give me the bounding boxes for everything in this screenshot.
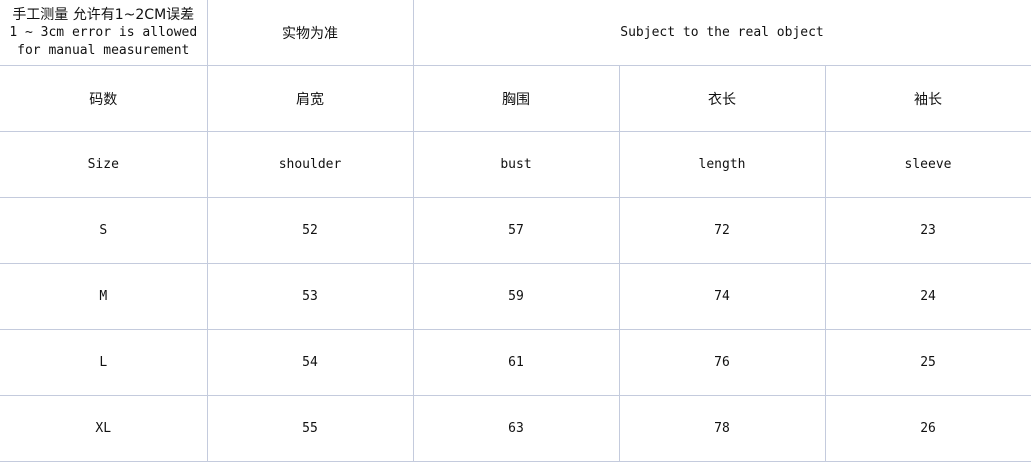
real-object-en: Subject to the real object [412,0,1031,66]
column-header-cn-row: 码数 肩宽 胸围 衣长 袖长 [0,65,1031,132]
table-cell: 72 [618,197,826,264]
column-header-en: sleeve [824,131,1031,198]
column-header-en-row: Size shoulder bust length sleeve [0,131,1031,198]
column-header-en: bust [412,131,620,198]
table-cell: 53 [206,263,414,330]
table-row: S 52 57 72 23 [0,197,1031,264]
measurement-note: 手工测量 允许有1~2CM误差 1 ~ 3cm error is allowed… [0,0,208,66]
column-header-cn: 肩宽 [206,65,414,132]
column-header-cn: 胸围 [412,65,620,132]
real-object-cn: 实物为准 [206,0,414,66]
column-header-cn: 码数 [0,65,208,132]
table-cell: 63 [412,395,620,462]
size-cell: S [0,197,208,264]
column-header-cn: 袖长 [824,65,1031,132]
measurement-note-en: 1 ~ 3cm error is allowed for manual meas… [9,24,198,58]
table-cell: 76 [618,329,826,396]
measurement-note-cn: 手工测量 允许有1~2CM误差 [12,6,195,23]
column-header-cn: 衣长 [618,65,826,132]
table-cell: 61 [412,329,620,396]
table-cell: 23 [824,197,1031,264]
table-cell: 78 [618,395,826,462]
column-header-en: shoulder [206,131,414,198]
table-cell: 54 [206,329,414,396]
size-cell: L [0,329,208,396]
table-cell: 59 [412,263,620,330]
table-cell: 25 [824,329,1031,396]
table-cell: 74 [618,263,826,330]
size-cell: XL [0,395,208,462]
column-header-en: length [618,131,826,198]
size-cell: M [0,263,208,330]
table-row: L 54 61 76 25 [0,329,1031,396]
table-cell: 52 [206,197,414,264]
header-row: 手工测量 允许有1~2CM误差 1 ~ 3cm error is allowed… [0,0,1031,66]
column-header-en: Size [0,131,208,198]
table-cell: 24 [824,263,1031,330]
table-row: XL 55 63 78 26 [0,395,1031,462]
table-cell: 26 [824,395,1031,462]
table-row: M 53 59 74 24 [0,263,1031,330]
table-cell: 57 [412,197,620,264]
table-cell: 55 [206,395,414,462]
